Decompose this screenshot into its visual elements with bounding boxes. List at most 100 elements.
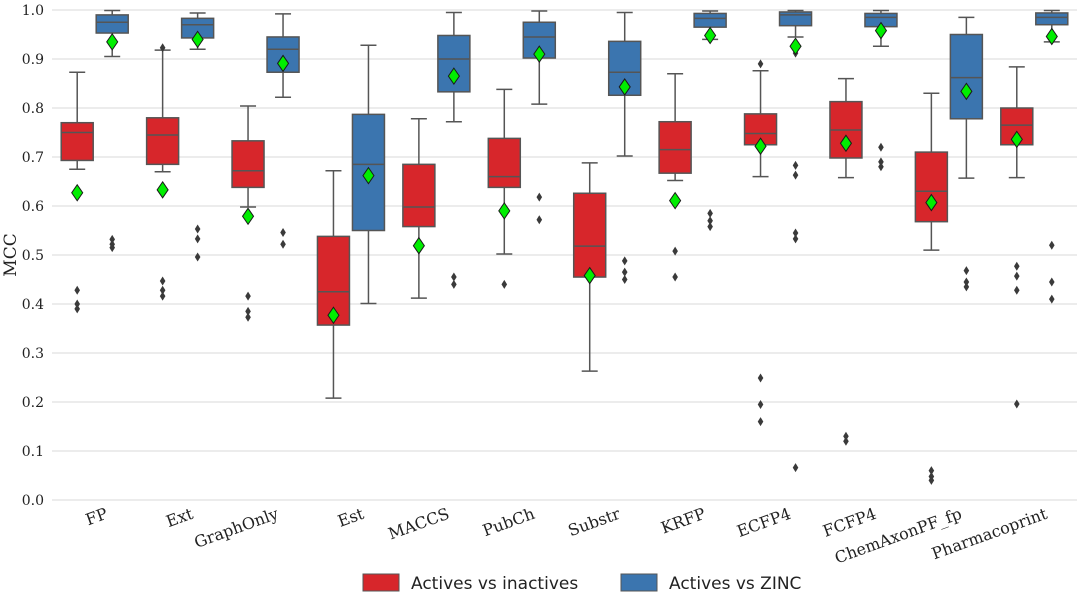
- mean-marker: [327, 306, 340, 325]
- box-series: [60, 9, 1069, 485]
- outlier-point: [963, 277, 970, 287]
- mean-marker: [960, 82, 973, 101]
- outlier-point: [1013, 271, 1020, 281]
- outlier-point: [1048, 277, 1055, 287]
- mean-marker: [276, 54, 290, 73]
- outlier-point: [245, 291, 251, 301]
- legend-label: Actives vs inactives: [411, 574, 578, 594]
- mean-marker: [156, 180, 169, 199]
- outlier-point: [245, 312, 251, 322]
- mean-marker: [789, 37, 802, 56]
- outlier-point: [159, 276, 166, 286]
- box-FCFP4-series-1: [864, 9, 898, 172]
- box-Ext-series-1: [180, 12, 215, 262]
- y-tick-label: 0.6: [22, 199, 44, 215]
- outlier-point: [878, 142, 884, 152]
- box-iqr: [949, 33, 984, 120]
- box-MACCS-series-0: [402, 118, 436, 299]
- outlier-point: [280, 227, 286, 237]
- outlier-point: [707, 208, 713, 218]
- x-tick-label: ECFP4: [734, 504, 793, 541]
- box-Substr-series-1: [607, 11, 642, 284]
- box-MACCS-series-1: [437, 11, 471, 289]
- box-iqr: [60, 121, 94, 162]
- mean-marker: [191, 30, 204, 49]
- mean-marker: [71, 183, 84, 202]
- outlier-point: [109, 243, 116, 253]
- outlier-point: [109, 234, 116, 244]
- mean-marker: [498, 202, 511, 220]
- box-iqr: [145, 117, 180, 166]
- outlier-point: [843, 436, 849, 446]
- x-tick-label: KRFP: [658, 504, 708, 538]
- box-iqr: [658, 120, 692, 174]
- outlier-point: [74, 285, 81, 295]
- mean-marker: [704, 26, 717, 45]
- outlier-point: [878, 162, 884, 172]
- outlier-point: [707, 216, 713, 226]
- box-Est-series-1: [351, 44, 386, 305]
- y-axis-label: MCC: [1, 233, 21, 276]
- mean-marker: [839, 134, 853, 153]
- x-tick-label: MACCS: [386, 504, 452, 544]
- box-FCFP4-series-0: [829, 77, 863, 446]
- box-Est-series-0: [316, 169, 351, 399]
- mean-marker: [1010, 130, 1023, 149]
- outlier-point: [451, 272, 457, 282]
- outlier-point: [74, 299, 81, 309]
- mean-marker: [874, 21, 888, 40]
- legend-swatch: [362, 573, 400, 592]
- box-iqr: [487, 137, 522, 189]
- mean-marker: [412, 236, 425, 255]
- outlier-point: [963, 266, 970, 276]
- outlier-point: [792, 160, 799, 170]
- outlier-point: [159, 43, 166, 53]
- y-tick-label: 0.9: [22, 52, 44, 68]
- outlier-point: [843, 431, 849, 441]
- box-iqr: [95, 14, 129, 34]
- box-GraphOnly-series-1: [266, 13, 300, 249]
- mean-marker: [106, 32, 119, 51]
- outlier-point: [792, 228, 799, 238]
- box-iqr: [1035, 12, 1069, 26]
- box-iqr: [572, 192, 607, 278]
- x-tick-label: PubCh: [480, 504, 537, 540]
- outlier-point: [792, 170, 799, 180]
- mean-marker: [669, 191, 682, 210]
- mean-marker: [362, 166, 375, 185]
- outlier-point: [707, 222, 713, 232]
- y-tick-label: 0.0: [22, 493, 44, 509]
- outlier-point: [621, 275, 628, 284]
- box-KRFP-series-1: [693, 10, 727, 232]
- outlier-point: [672, 272, 678, 282]
- mean-marker: [447, 67, 460, 86]
- outlier-point: [757, 59, 764, 69]
- outlier-point: [792, 234, 799, 244]
- box-iqr: [607, 40, 642, 97]
- outlier-point: [1013, 261, 1020, 271]
- x-tick-label: GraphOnly: [192, 504, 281, 552]
- mean-marker: [754, 137, 767, 156]
- outlier-point: [1013, 399, 1020, 409]
- box-PubCh-series-1: [522, 10, 557, 225]
- outlier-point: [928, 475, 935, 485]
- outlier-point: [159, 291, 166, 301]
- legend-label: Actives vs ZINC: [669, 574, 801, 594]
- legend: Actives vs inactives Actives vs ZINC: [362, 573, 801, 594]
- box-ChemAxonPF_fp-series-0: [914, 92, 949, 485]
- outlier-point: [280, 239, 286, 249]
- y-tick-label: 0.1: [22, 444, 44, 460]
- outlier-point: [792, 463, 799, 473]
- box-GraphOnly-series-0: [231, 105, 265, 322]
- box-PubCh-series-0: [487, 88, 522, 289]
- outlier-point: [501, 279, 508, 289]
- mean-marker: [1045, 27, 1058, 46]
- outlier-point: [963, 282, 970, 292]
- y-tick-labels: 0.0 0.1 0.2 0.3 0.4 0.5 0.6 0.7 0.8 0.9 1.0: [22, 3, 44, 509]
- x-tick-label: Ext: [163, 504, 196, 531]
- grid-lines: [52, 9, 1077, 501]
- x-tick-label: Est: [335, 504, 367, 531]
- outlier-point: [757, 373, 764, 383]
